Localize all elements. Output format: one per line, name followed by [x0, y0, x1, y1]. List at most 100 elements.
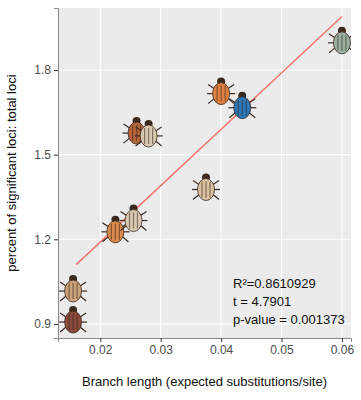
- tick: 1.2: [34, 233, 58, 247]
- beetle-stripe: [144, 128, 145, 144]
- beetle-body: [107, 221, 124, 243]
- marks: [59, 16, 351, 333]
- point: [328, 27, 351, 54]
- point: [135, 120, 163, 147]
- tick-label: 0.05: [270, 343, 294, 357]
- beetle-leg: [60, 327, 66, 332]
- beetle-leg: [123, 133, 129, 134]
- beetle-stripe: [111, 224, 112, 240]
- beetle-leg: [141, 212, 147, 216]
- tick-mark: [282, 338, 283, 342]
- beetle-leg: [80, 327, 86, 332]
- beetle-stripe: [129, 213, 130, 229]
- tick-label: 0.9: [34, 317, 51, 331]
- tick-mark: [54, 155, 58, 156]
- x-axis: 0.02 0.03 0.04 0.05 0.06: [59, 338, 355, 357]
- beetle-leg: [249, 113, 255, 118]
- tick: 0.03: [150, 338, 174, 357]
- beetle-stripe: [238, 100, 239, 116]
- axis-line: [59, 339, 352, 343]
- beetle-leg: [101, 231, 107, 232]
- beetle-leg: [121, 226, 127, 231]
- beetle-stripe: [137, 213, 138, 229]
- beetle-leg: [120, 220, 126, 221]
- beetle-body: [213, 83, 230, 105]
- beetle-leg: [157, 135, 163, 136]
- fit-line: [76, 16, 342, 264]
- beetle-stripe: [69, 314, 70, 330]
- beetle-stripe: [77, 283, 78, 299]
- tick: 1.5: [34, 148, 58, 162]
- beetle-leg: [156, 127, 162, 131]
- beetle-leg: [102, 237, 108, 242]
- tick-mark: [54, 70, 58, 71]
- beetle-leg: [229, 113, 235, 118]
- y-axis: 0.9 1.2 1.5 1.8: [34, 9, 58, 339]
- beetle-leg: [208, 99, 214, 104]
- beetle-stripe: [345, 35, 346, 51]
- beetle-body: [65, 311, 82, 333]
- beetle-leg: [229, 99, 235, 103]
- tick: 0.02: [89, 338, 113, 357]
- beetle-leg: [80, 313, 86, 317]
- beetle-stripe: [69, 283, 70, 299]
- annotation: p-value = 0.001373: [233, 312, 345, 327]
- grid-line-x: [100, 8, 101, 338]
- beetle-leg: [193, 181, 199, 185]
- tick: 0.06: [331, 338, 355, 357]
- beetle-stripe: [242, 100, 243, 116]
- beetle-stripe: [119, 224, 120, 240]
- beetle-leg: [228, 85, 234, 89]
- grid-line-y: [58, 70, 351, 71]
- beetle-leg: [329, 48, 335, 53]
- beetle-leg: [156, 141, 162, 146]
- y-axis-title: percent of significant loci: total loci: [4, 74, 19, 271]
- beetle-stripe: [205, 182, 206, 198]
- tick: 0.05: [270, 338, 294, 357]
- beetle-leg: [142, 220, 148, 221]
- beetle-stripe: [73, 283, 74, 299]
- chart: 0.02 0.03 0.04 0.05 0.06 0.9 1.2 1.5 1.8 R²=0.861…: [0, 0, 361, 400]
- beetle-stripe: [133, 213, 134, 229]
- beetle-stripe: [152, 128, 153, 144]
- tick-mark: [54, 324, 58, 325]
- grid: [58, 8, 351, 338]
- tick-label: 1.2: [34, 233, 51, 247]
- tick-mark: [161, 338, 162, 342]
- tick: 1.8: [34, 63, 58, 77]
- beetle-leg: [213, 181, 219, 185]
- beetle-stripe: [341, 35, 342, 51]
- tick-mark: [342, 338, 343, 342]
- beetle-leg: [136, 127, 142, 131]
- beetle-body: [234, 97, 251, 119]
- point: [192, 174, 220, 201]
- tick-label: 1.8: [34, 63, 51, 77]
- point: [120, 205, 148, 232]
- plot-background: [58, 8, 351, 338]
- tick-label: 1.5: [34, 148, 51, 162]
- beetle-stripe: [77, 314, 78, 330]
- beetle-leg: [249, 99, 255, 103]
- tick-label: 0.02: [89, 343, 113, 357]
- beetle-leg: [193, 195, 199, 200]
- beetle-stripe: [132, 125, 133, 141]
- beetle-leg: [60, 296, 66, 301]
- beetle-stripe: [209, 182, 210, 198]
- beetle-leg: [141, 226, 147, 231]
- beetle-leg: [136, 141, 142, 146]
- beetle-leg: [250, 107, 256, 108]
- tick-mark: [221, 338, 222, 342]
- beetle-stripe: [225, 86, 226, 102]
- beetle-leg: [208, 85, 214, 89]
- tick: 0.04: [210, 338, 234, 357]
- annotation: R²=0.8610929: [233, 276, 316, 291]
- beetle-leg: [329, 34, 335, 38]
- grid-line-x: [341, 8, 342, 338]
- beetle-leg: [122, 237, 128, 242]
- point: [59, 275, 87, 302]
- tick: 0.9: [34, 317, 58, 331]
- beetle-stripe: [115, 224, 116, 240]
- beetle-stripe: [148, 128, 149, 144]
- beetle-leg: [80, 282, 86, 286]
- beetle-body: [333, 32, 350, 54]
